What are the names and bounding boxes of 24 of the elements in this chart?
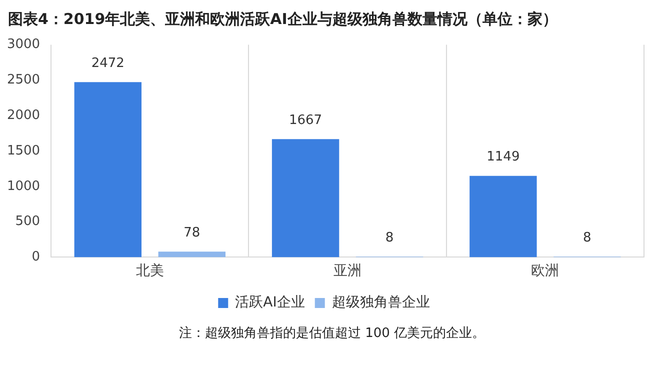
y-tick-label: 2000 — [6, 108, 40, 123]
data-label: 8 — [583, 230, 592, 246]
legend-label: 超级独角兽企业 — [332, 294, 430, 311]
data-label: 1149 — [486, 150, 520, 165]
text: 注：超级独角兽指的是估值超过 100 亿美元的企业。 — [178, 325, 486, 342]
bar — [158, 252, 226, 258]
y-tick-label: 1500 — [6, 143, 40, 158]
legend-label: 活跃AI企业 — [235, 294, 305, 311]
bar — [272, 139, 340, 258]
x-tick-label: 亚洲 — [334, 263, 362, 280]
data-label: 2472 — [91, 56, 124, 72]
y-tick-label: 1000 — [6, 178, 40, 194]
chart-title: 图表4：2019年北美、亚洲和欧洲活跃AI企业与超级独角兽数量情况（单位：家） — [7, 9, 558, 30]
data-label: 8 — [385, 230, 394, 246]
y-tick-label: 3000 — [6, 37, 40, 52]
data-label: 78 — [184, 226, 200, 241]
bar — [470, 176, 537, 258]
x-tick-label: 欧洲 — [531, 263, 560, 280]
y-tick-label: 500 — [15, 214, 40, 230]
data-label: 1667 — [288, 113, 322, 128]
y-tick-label: 0 — [32, 250, 40, 265]
bar — [74, 82, 142, 258]
y-tick-label: 2500 — [6, 72, 40, 88]
x-tick-label: 北美 — [136, 263, 164, 280]
